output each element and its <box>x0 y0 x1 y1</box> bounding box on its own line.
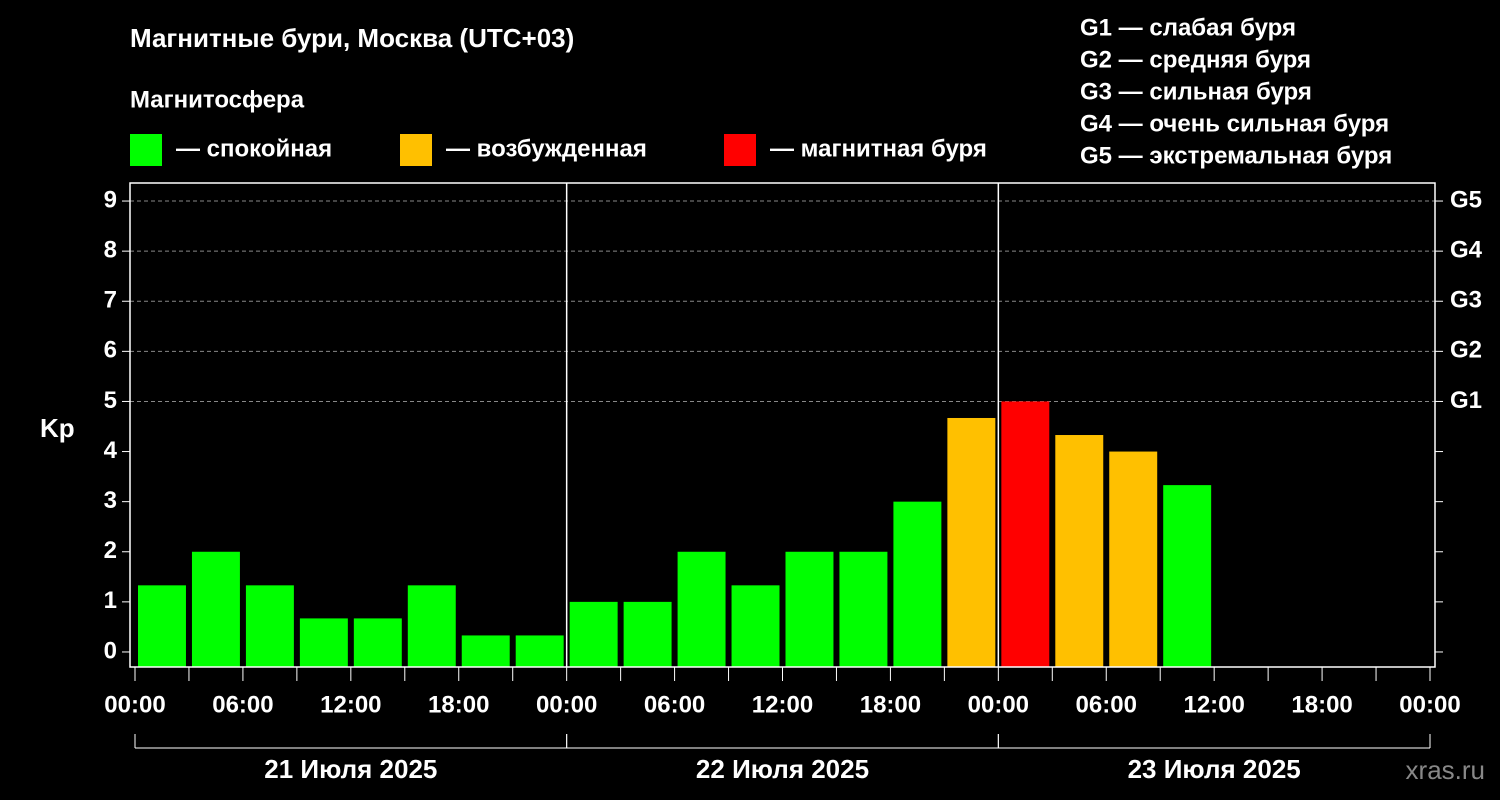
legend-swatch <box>130 134 162 166</box>
bar <box>353 618 402 667</box>
y-tick-label: 9 <box>104 186 117 213</box>
bar <box>515 635 564 667</box>
legend-swatch <box>724 134 756 166</box>
y-tick-label: 0 <box>104 637 117 664</box>
scale-note: G2 — средняя буря <box>1080 46 1311 73</box>
legend-swatch <box>400 134 432 166</box>
y-tick-label: 2 <box>104 537 117 564</box>
bar <box>785 551 834 667</box>
x-tick-label: 06:00 <box>644 691 705 718</box>
y2-tick-label: G5 <box>1450 186 1482 213</box>
day-label: 22 Июля 2025 <box>696 754 869 784</box>
bar <box>731 585 780 667</box>
y2-tick-label: G4 <box>1450 236 1483 263</box>
bar <box>1001 401 1050 667</box>
y2-tick-label: G3 <box>1450 287 1482 314</box>
y-tick-label: 3 <box>104 487 117 514</box>
plot-frame <box>129 182 1436 668</box>
x-tick-label: 00:00 <box>968 691 1029 718</box>
x-tick-label: 00:00 <box>1399 691 1460 718</box>
x-tick-label: 06:00 <box>212 691 273 718</box>
bar <box>623 601 672 667</box>
bar <box>138 585 186 667</box>
bar <box>569 601 618 667</box>
scale-note: G1 — слабая буря <box>1080 14 1296 41</box>
y-tick-label: 4 <box>104 437 118 464</box>
legend-label: — магнитная буря <box>770 135 987 162</box>
y-tick-label: 8 <box>104 236 117 263</box>
y2-tick-label: G2 <box>1450 337 1482 364</box>
x-tick-label: 12:00 <box>1183 691 1244 718</box>
bar <box>1109 451 1158 667</box>
bar <box>947 417 996 667</box>
day-label: 21 Июля 2025 <box>264 754 437 784</box>
x-tick-label: 12:00 <box>320 691 381 718</box>
subtitle: Магнитосфера <box>130 86 305 113</box>
x-tick-label: 12:00 <box>752 691 813 718</box>
day-label: 23 Июля 2025 <box>1128 754 1301 784</box>
bar <box>299 618 348 667</box>
x-tick-label: 18:00 <box>428 691 489 718</box>
bar <box>1163 485 1212 667</box>
y-tick-label: 1 <box>104 587 117 614</box>
y-tick-label: 7 <box>104 287 117 314</box>
scale-note: G5 — экстремальная буря <box>1080 142 1392 169</box>
x-tick-label: 00:00 <box>104 691 165 718</box>
bar <box>1055 435 1104 667</box>
y-tick-label: 5 <box>104 387 117 414</box>
chart-title: Магнитные бури, Москва (UTC+03) <box>130 23 574 53</box>
scale-note: G3 — сильная буря <box>1080 78 1312 105</box>
watermark: xras.ru <box>1406 755 1485 785</box>
scale-note: G4 — очень сильная буря <box>1080 110 1389 137</box>
legend-label: — возбужденная <box>446 135 647 162</box>
bar <box>191 551 240 667</box>
y-tick-label: 6 <box>104 337 117 364</box>
y-axis-label: Kp <box>40 413 75 443</box>
y2-tick-label: G1 <box>1450 387 1482 414</box>
bar <box>245 585 294 667</box>
x-tick-label: 06:00 <box>1076 691 1137 718</box>
x-tick-label: 18:00 <box>860 691 921 718</box>
bar <box>677 551 726 667</box>
bar <box>407 585 456 667</box>
x-tick-label: 00:00 <box>536 691 597 718</box>
bar <box>839 551 888 667</box>
x-tick-label: 18:00 <box>1291 691 1352 718</box>
bar <box>893 501 942 667</box>
bar <box>461 635 510 667</box>
legend-label: — спокойная <box>176 135 332 162</box>
